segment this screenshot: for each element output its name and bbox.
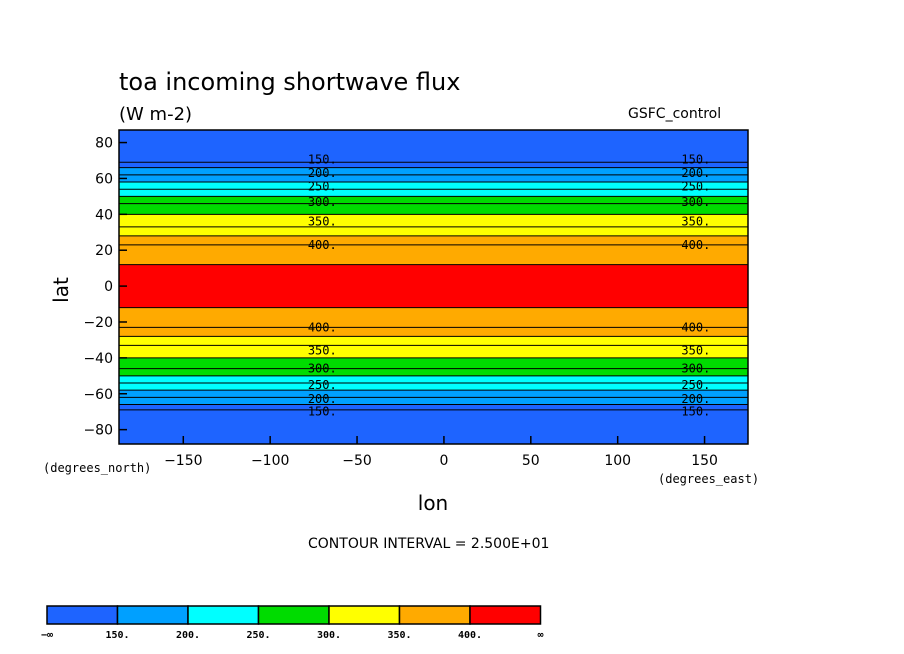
contour-label: 350. [681, 215, 710, 229]
colorbar-label: 350. [387, 630, 411, 641]
colorbar: −∞ 150. 200. 250. 300. 350. 400. ∞ [41, 605, 544, 641]
x-tick-label: 50 [522, 453, 540, 469]
x-tick-label: 150 [691, 453, 718, 469]
contour-label: 200. [308, 392, 337, 406]
y-tick-label: 60 [95, 171, 113, 187]
colorbar-swatch [116, 605, 189, 625]
colorbar-swatch [469, 605, 542, 625]
contour-label: 150. [308, 153, 337, 167]
contour-label: 300. [308, 362, 337, 376]
contour-label: 350. [681, 344, 710, 358]
x-tick-label: 0 [439, 453, 448, 469]
chart-title: toa incoming shortwave flux [119, 68, 460, 96]
colorbar-label: 300. [317, 630, 341, 641]
x-tick-label: 100 [604, 453, 631, 469]
contour-label: 300. [681, 362, 710, 376]
colorbar-label: 400. [458, 630, 482, 641]
y-tick-label: 20 [95, 243, 113, 259]
colorbar-swatch [398, 605, 471, 625]
y-tick-label: 0 [104, 279, 113, 295]
y-tick-label: −40 [83, 351, 113, 367]
contour-label: 400. [308, 238, 337, 252]
contour-label: 350. [308, 344, 337, 358]
y-axis-title: lat [49, 277, 73, 303]
x-tick-label: −50 [342, 453, 372, 469]
contour-label: 200. [308, 166, 337, 180]
contour-label: 400. [308, 320, 337, 334]
colorbar-swatch [257, 605, 330, 625]
contour-label: 250. [308, 378, 337, 392]
colorbar-label: 150. [105, 630, 129, 641]
y-tick-label: −20 [83, 315, 113, 331]
x-tick-label: −100 [251, 453, 289, 469]
model-label: GSFC_control [628, 106, 721, 122]
colorbar-swatch [187, 605, 260, 625]
contour-interval: CONTOUR INTERVAL = 2.500E+01 [308, 536, 549, 552]
plot-frame [118, 129, 749, 445]
contour-label: 250. [681, 378, 710, 392]
contour-label: 200. [681, 392, 710, 406]
colorbar-label: ∞ [537, 630, 543, 641]
y-axis: 80 60 40 20 0 −20 −40 −60 −80 [83, 136, 127, 439]
contour-labels: 150. 150.200. 200.250. 250.300. 300.350. 350.… [308, 153, 710, 419]
contour-label: 300. [681, 195, 710, 209]
y-axis-unit: (degrees_north) [43, 461, 151, 475]
x-axis-title: lon [418, 491, 448, 515]
y-tick-label: 80 [95, 136, 113, 152]
contour-label: 150. [681, 153, 710, 167]
contour-label: 300. [308, 195, 337, 209]
contour-label: 200. [681, 166, 710, 180]
y-tick-label: −80 [83, 423, 113, 439]
contour-lines [119, 161, 748, 411]
contour-label: 250. [308, 180, 337, 194]
colorbar-swatch [328, 605, 401, 625]
band-425 [119, 264, 748, 308]
contour-label: 350. [308, 215, 337, 229]
contour-label: 400. [681, 320, 710, 334]
colorbar-label: 200. [176, 630, 200, 641]
contour-label: 400. [681, 238, 710, 252]
colorbar-label: −∞ [41, 630, 53, 641]
chart-units: (W m-2) [119, 104, 192, 125]
colorbar-label: 250. [246, 630, 270, 641]
contour-label: 250. [681, 180, 710, 194]
y-tick-label: 40 [95, 207, 113, 223]
x-axis: −150 −100 −50 0 50 100 150 [164, 436, 718, 469]
x-tick-label: −150 [164, 453, 202, 469]
y-tick-label: −60 [83, 387, 113, 403]
x-axis-unit: (degrees_east) [658, 472, 759, 486]
contour-label: 150. [308, 405, 337, 419]
colorbar-swatch [46, 605, 119, 625]
contour-label: 150. [681, 405, 710, 419]
